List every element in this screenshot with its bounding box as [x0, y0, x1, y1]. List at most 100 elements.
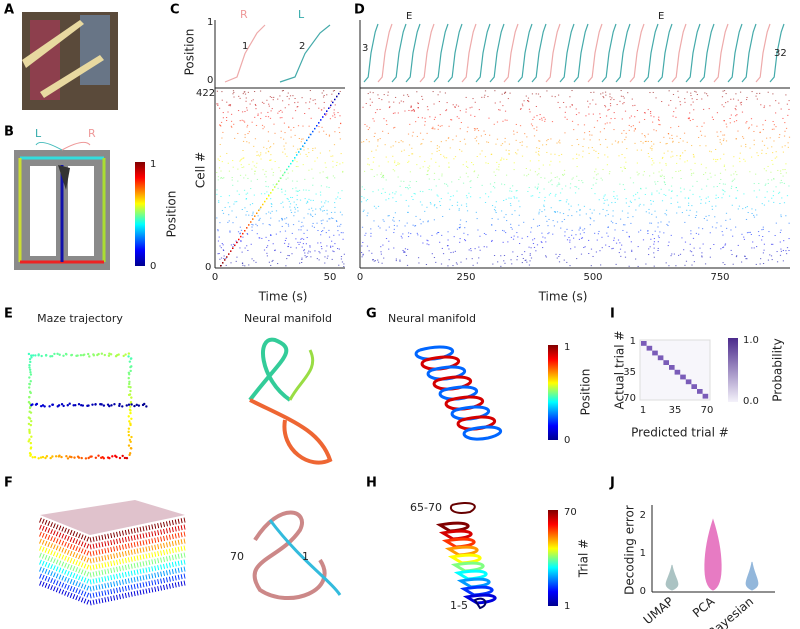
spike [465, 111, 467, 113]
trajectory-point [129, 386, 132, 389]
spike [699, 145, 701, 147]
trajectory-point [73, 456, 76, 459]
spike [520, 108, 522, 110]
trajectory-point [70, 455, 73, 459]
spike [498, 169, 500, 171]
spike [462, 164, 464, 166]
spike [387, 132, 389, 134]
spike [661, 157, 664, 159]
spike [470, 187, 472, 189]
spike [339, 138, 341, 140]
spike [404, 225, 406, 227]
spike [679, 155, 681, 157]
trajectory-point [129, 411, 132, 415]
trajectory-point [28, 366, 31, 369]
spike [338, 127, 340, 129]
spike [654, 181, 656, 183]
trajectory-point [97, 454, 100, 457]
trajectory-point [66, 404, 69, 407]
spike [290, 136, 292, 138]
spike [371, 252, 373, 254]
spike [670, 203, 672, 205]
spike [220, 265, 222, 267]
spike [458, 209, 460, 211]
trajectory-point [28, 431, 31, 435]
colorbar-min: 1 [564, 601, 570, 612]
spike [297, 106, 299, 108]
spike [400, 100, 402, 102]
spike [650, 141, 653, 143]
spike [304, 198, 306, 200]
spike [739, 161, 741, 163]
spike [322, 219, 324, 221]
spike [415, 121, 417, 123]
spike [275, 233, 277, 235]
trajectory-point [129, 440, 132, 443]
trajectory-point [62, 354, 65, 357]
spike [301, 237, 303, 239]
spike [472, 264, 474, 266]
spike [366, 199, 369, 201]
trial-label: 1 [242, 41, 248, 52]
spike [262, 223, 264, 225]
spike [731, 180, 733, 182]
spike [544, 118, 546, 120]
spike [723, 166, 725, 168]
spike [284, 230, 287, 232]
spike [720, 143, 723, 145]
spike [235, 240, 237, 242]
spike [756, 98, 758, 100]
trajectory-point [128, 360, 132, 363]
spike [304, 113, 306, 115]
spike [653, 116, 655, 118]
spike [602, 208, 604, 210]
spike [562, 101, 565, 103]
spike [436, 145, 439, 147]
spike [658, 171, 660, 173]
spike [269, 146, 272, 148]
spike [238, 95, 240, 97]
spike [322, 230, 324, 232]
spike [516, 232, 518, 234]
spike [575, 153, 578, 155]
spike [401, 237, 403, 239]
spike [218, 201, 220, 203]
spike [459, 176, 461, 178]
spike [334, 98, 336, 101]
spike [244, 207, 246, 209]
spike [666, 223, 668, 225]
spike [619, 242, 621, 244]
spike [723, 153, 725, 155]
spike [568, 203, 570, 205]
spike [717, 197, 719, 199]
spike [452, 139, 454, 141]
spike [558, 200, 561, 202]
spike [709, 172, 711, 174]
spike [552, 233, 554, 235]
spike [620, 90, 622, 92]
spike [301, 97, 303, 99]
spike [241, 158, 243, 160]
spike [534, 171, 537, 173]
colorbar [548, 345, 558, 440]
spike [558, 178, 561, 180]
spike [293, 206, 296, 208]
spike [471, 106, 473, 108]
spike [259, 208, 261, 210]
spike [319, 194, 322, 196]
spike [572, 158, 574, 160]
trajectory-point [40, 354, 43, 358]
spike [786, 195, 789, 197]
panel-label: G [366, 307, 377, 322]
spike [302, 125, 304, 127]
spike [370, 232, 372, 234]
spike [670, 190, 673, 192]
trajectory-point [28, 386, 31, 389]
spike [640, 188, 642, 190]
spike [218, 159, 220, 161]
spike [385, 238, 388, 240]
manifold-curve [288, 349, 315, 401]
spike [547, 139, 549, 141]
spike [402, 141, 404, 143]
spike [664, 213, 666, 215]
